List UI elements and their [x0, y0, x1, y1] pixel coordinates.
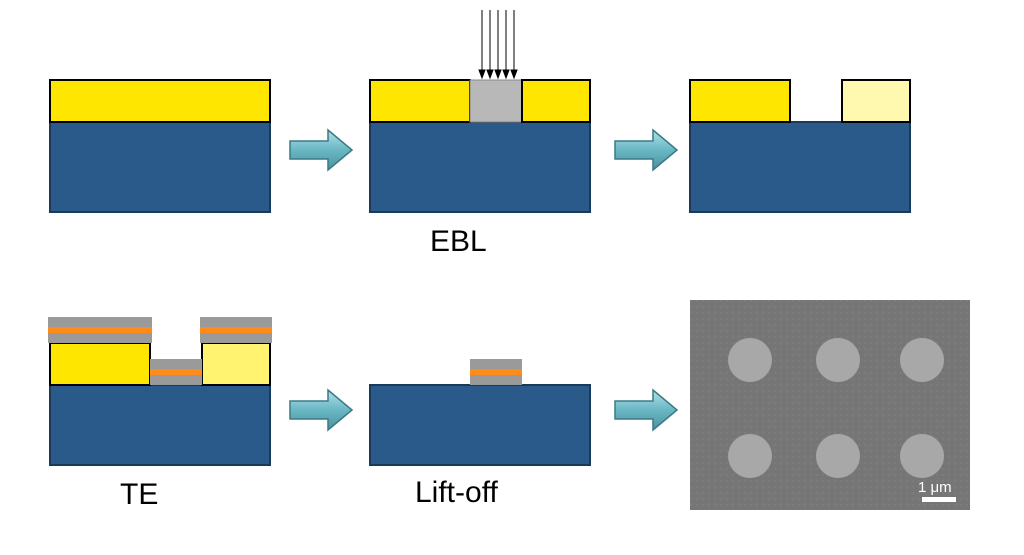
s4-metal-grey-gap	[150, 375, 202, 385]
stage5-liftoff	[370, 359, 590, 465]
stage3-developed	[690, 80, 910, 212]
s4-resist-right	[202, 343, 270, 385]
s4-metal-orange-right	[200, 327, 272, 333]
arrow-1	[290, 130, 352, 170]
s3-resist-left	[690, 80, 790, 122]
arrow-2	[615, 130, 677, 170]
sem-dot-4	[728, 434, 772, 478]
ebl-label: EBL	[430, 225, 487, 259]
s3-resist-right	[842, 80, 910, 122]
s4-metal-grey-left	[48, 333, 152, 343]
s4-metal-grey2-right	[200, 317, 272, 327]
stage4-te	[48, 317, 272, 465]
stage6-sem: 1 μm	[690, 300, 970, 510]
sem-dot-5	[816, 434, 860, 478]
liftoff-label: Lift-off	[415, 476, 498, 510]
s1-resist	[50, 80, 270, 122]
s2-resist-right	[522, 80, 590, 122]
s5-substrate	[370, 385, 590, 465]
sem-dot-3	[900, 338, 944, 382]
arrow-3	[290, 390, 352, 430]
s2-resist-left	[370, 80, 470, 122]
sem-dot-2	[816, 338, 860, 382]
s4-metal-grey2-gap	[150, 359, 202, 369]
ebeam-arrows	[479, 10, 517, 78]
s4-substrate	[50, 385, 270, 465]
s4-resist-left	[50, 343, 150, 385]
s2-exposed	[470, 80, 522, 122]
s4-metal-grey-right	[200, 333, 272, 343]
s1-substrate	[50, 122, 270, 212]
scalebar-label: 1 μm	[918, 479, 952, 496]
arrow-4	[615, 390, 677, 430]
stage-1-initial: 1 μm	[0, 0, 1024, 555]
s3-substrate	[690, 122, 910, 212]
sem-dot-1	[728, 338, 772, 382]
s5-metal-grey2-gap	[470, 359, 522, 369]
stage1-block	[50, 80, 270, 212]
te-label: TE	[120, 478, 158, 512]
scalebar-line	[922, 497, 956, 502]
stage2-ebl	[370, 10, 590, 212]
s4-metal-orange-gap	[150, 369, 202, 375]
s2-substrate	[370, 122, 590, 212]
s4-metal-orange-left	[48, 327, 152, 333]
s5-metal-grey-gap	[470, 375, 522, 385]
sem-dot-6	[900, 434, 944, 478]
s5-metal-orange-gap	[470, 369, 522, 375]
s4-metal-grey2-left	[48, 317, 152, 327]
